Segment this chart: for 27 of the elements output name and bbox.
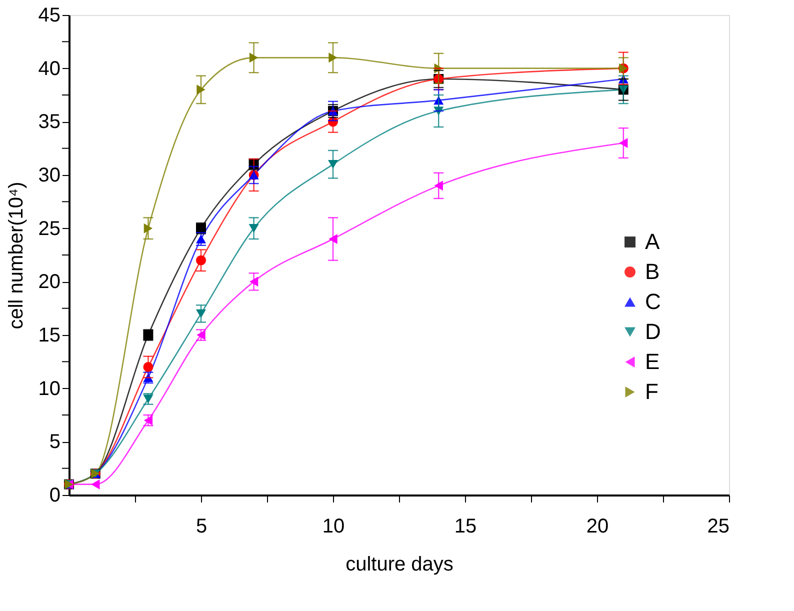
point xyxy=(434,180,443,191)
y-tick-label: 30 xyxy=(38,164,60,186)
x-tick-label: 10 xyxy=(322,516,345,538)
y-tick-label: 10 xyxy=(38,378,60,400)
x-tick-label: 25 xyxy=(707,516,730,538)
y-tick-label: 5 xyxy=(49,431,60,454)
point xyxy=(91,479,100,490)
legend-label: B xyxy=(645,259,660,284)
legend-label: F xyxy=(645,379,658,404)
y-tick-label: 40 xyxy=(38,58,60,80)
point xyxy=(196,84,206,95)
x-tick-label: 20 xyxy=(586,516,609,538)
y-tick-label: 0 xyxy=(49,484,60,506)
y-tick-label: 45 xyxy=(38,4,60,26)
y-tick-label: 20 xyxy=(38,271,60,294)
x-tick-label: 15 xyxy=(454,516,477,538)
legend-label: A xyxy=(645,229,660,254)
x-tick-label: 5 xyxy=(196,516,208,538)
y-axis-title: cell number(10⁴) xyxy=(5,182,28,330)
y-tick-label: 35 xyxy=(38,111,60,134)
y-tick-label: 15 xyxy=(38,324,60,346)
legend-label: D xyxy=(645,319,661,344)
legend-label: C xyxy=(645,289,661,314)
point xyxy=(328,52,338,63)
legend-label: E xyxy=(645,349,660,374)
x-axis-title: culture days xyxy=(346,554,454,576)
y-tick-label: 25 xyxy=(38,218,60,240)
